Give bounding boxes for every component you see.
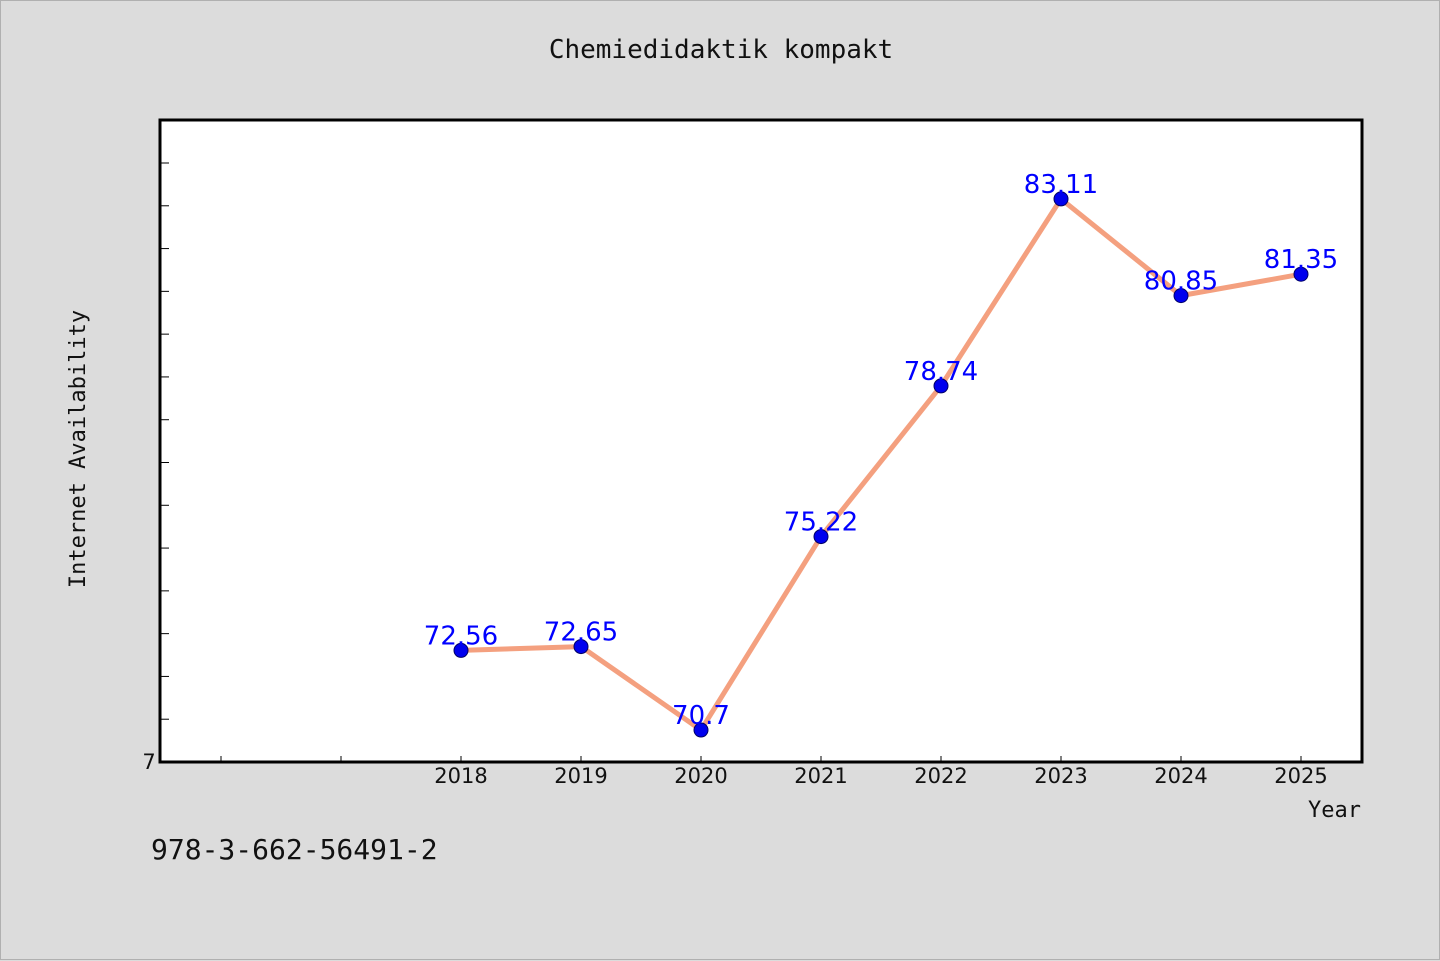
y-axis-label: Internet Availability xyxy=(66,310,91,588)
x-tick-label: 2021 xyxy=(794,764,847,788)
data-point xyxy=(1053,191,1069,207)
x-tick-label: 2019 xyxy=(554,764,607,788)
x-tick-label: 2023 xyxy=(1034,764,1087,788)
data-labels: 72.56 72.65 70.7 75.22 78.74 83.11 80.85 81.35 xyxy=(424,170,1338,731)
data-label: 70.7 xyxy=(672,701,730,731)
x-tick-label: 2025 xyxy=(1274,764,1327,788)
plot-area xyxy=(158,118,1364,764)
isbn-text: 978-3-662-56491-2 xyxy=(151,833,438,866)
data-label: 72.56 xyxy=(424,621,498,651)
data-label: 78.74 xyxy=(904,357,978,387)
x-tick-label: 2018 xyxy=(434,764,487,788)
data-point xyxy=(813,529,829,545)
x-axis-label: Year xyxy=(1308,798,1361,823)
x-tick-label: 2024 xyxy=(1154,764,1207,788)
x-axis-ticks xyxy=(220,756,1302,762)
data-point xyxy=(453,642,469,658)
data-point xyxy=(933,378,949,394)
y-axis-ticks xyxy=(160,162,169,720)
y-tick-label: 7 xyxy=(142,750,155,774)
data-label: 80.85 xyxy=(1144,267,1218,297)
data-points xyxy=(453,191,1309,738)
data-label: 83.11 xyxy=(1024,170,1098,200)
data-point xyxy=(1293,266,1309,282)
data-label: 75.22 xyxy=(784,508,858,538)
data-point xyxy=(573,639,589,655)
x-tick-label: 2020 xyxy=(674,764,727,788)
data-label: 72.65 xyxy=(544,618,618,648)
data-point xyxy=(693,722,709,738)
data-point xyxy=(1173,288,1189,304)
x-tick-label: 2022 xyxy=(914,764,967,788)
data-label: 81.35 xyxy=(1264,245,1338,275)
chart-title: Chemiedidaktik kompakt xyxy=(548,35,894,65)
x-tick-labels: 2018 2019 2020 2021 2022 2023 2024 2025 xyxy=(434,764,1327,788)
series-line xyxy=(458,196,1304,733)
